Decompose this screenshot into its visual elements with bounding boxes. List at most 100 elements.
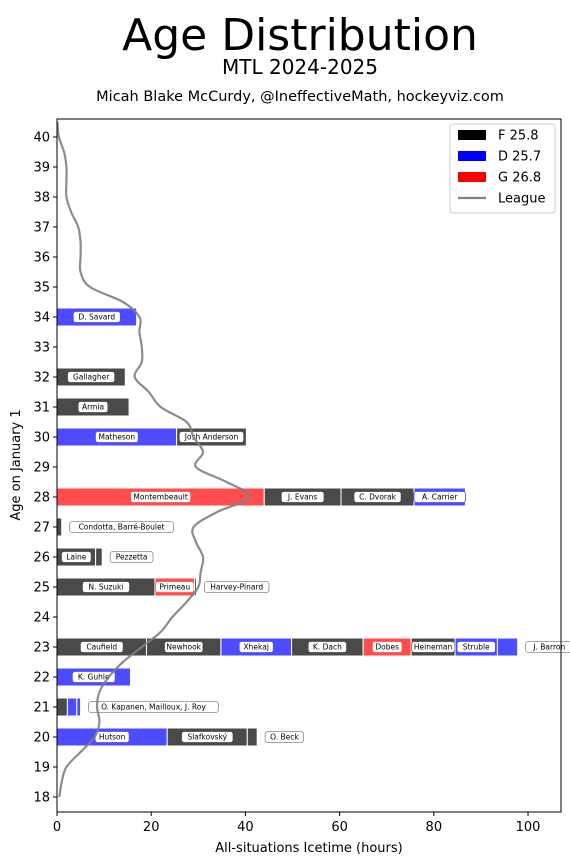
label-box-harvey-pinard xyxy=(204,581,270,593)
label-dobes: Dobes xyxy=(371,641,403,653)
label-pezzetta: Pezzetta xyxy=(109,551,154,563)
label-o-beck: O. Beck xyxy=(264,731,305,743)
legend-label-f-25-8: F 25.8 xyxy=(498,129,539,144)
label-text-hutson: Hutson xyxy=(99,733,126,742)
bar-j-barron xyxy=(496,637,519,657)
label-text-caufield: Caufield xyxy=(86,643,117,652)
x-tick-label-80: 80 xyxy=(426,820,443,835)
label-box-condotta-barre-boulet xyxy=(69,521,174,533)
label-d-savard: D. Savard xyxy=(72,311,121,323)
label-box-laine xyxy=(61,551,92,563)
label-text-pezzetta: Pezzetta xyxy=(116,553,148,562)
bars-layer: D. Savard Gallagher Armia Matheson Josh Ande… xyxy=(56,307,570,747)
label-box-c-dvorak xyxy=(353,491,402,503)
x-axis-label: All-situations Icetime (hours) xyxy=(215,841,402,856)
label-box-k-dach xyxy=(307,641,347,653)
label-heineman: Heineman xyxy=(411,641,455,653)
plot-frame xyxy=(56,118,562,813)
label-j-barron: J. Barron xyxy=(525,641,570,653)
legend-label-g-26-8: G 26.8 xyxy=(498,171,541,186)
label-text-d-savard: D. Savard xyxy=(78,313,115,322)
x-tick-label-0: 0 xyxy=(53,820,61,835)
label-box-o-beck xyxy=(264,731,305,743)
label-k-dach: K. Dach xyxy=(307,641,347,653)
y-tick-label-39: 39 xyxy=(33,161,50,176)
bar-condotta-barre-boulet xyxy=(56,517,63,537)
label-text-primeau: Primeau xyxy=(159,583,190,592)
bar-o-kapanen-mailloux-j-roy-seg-0 xyxy=(56,697,68,717)
label-caufield: Caufield xyxy=(79,641,124,653)
label-slafkovsky: Slafkovský xyxy=(181,731,234,743)
label-text-struble: Struble xyxy=(463,643,490,652)
bar-o-kapanen-mailloux-j-roy-seg-2 xyxy=(76,697,82,717)
y-tick-label-18: 18 xyxy=(33,791,50,806)
label-box-j-evans xyxy=(280,491,325,503)
label-laine: Laine xyxy=(61,551,92,563)
label-harvey-pinard: Harvey-Pinard xyxy=(204,581,270,593)
label-text-xhekaj: Xhekaj xyxy=(244,643,269,652)
label-n-suzuki: N. Suzuki xyxy=(82,581,130,593)
label-text-heineman: Heineman xyxy=(414,643,453,652)
label-box-a-carrier xyxy=(413,491,466,503)
y-axis-label: Age on January 1 xyxy=(9,409,24,520)
label-box-matheson xyxy=(95,431,139,443)
label-o-kapanen-mailloux-j-roy: O. Kapanen, Mailloux, J. Roy xyxy=(88,701,219,713)
label-box-primeau xyxy=(155,581,195,593)
y-tick-label-27: 27 xyxy=(33,521,50,536)
label-text-c-dvorak: C. Dvorak xyxy=(359,493,396,502)
label-text-harvey-pinard: Harvey-Pinard xyxy=(210,583,263,592)
y-tick-label-28: 28 xyxy=(33,491,50,506)
legend-swatch-f-25-8 xyxy=(458,130,486,140)
x-tick-label-100: 100 xyxy=(516,820,541,835)
legend-label-league: League xyxy=(498,192,545,207)
legend-swatch-d-25-7 xyxy=(458,151,486,161)
label-box-slafkovsky xyxy=(181,731,234,743)
label-box-montembeault xyxy=(130,491,192,503)
legend-frame xyxy=(449,123,556,214)
label-text-a-carrier: A. Carrier xyxy=(422,493,458,502)
label-box-d-savard xyxy=(72,311,121,323)
label-text-dobes: Dobes xyxy=(375,643,399,652)
label-text-josh-anderson: Josh Anderson xyxy=(184,433,239,442)
label-text-o-kapanen-mailloux-j-roy: O. Kapanen, Mailloux, J. Roy xyxy=(101,703,206,712)
chart-credit: Micah Blake McCurdy, @IneffectiveMath, h… xyxy=(96,89,504,105)
label-text-j-barron: J. Barron xyxy=(532,643,565,652)
y-tick-label-38: 38 xyxy=(33,191,50,206)
label-j-evans: J. Evans xyxy=(280,491,325,503)
y-tick-label-30: 30 xyxy=(33,431,50,446)
legend: F 25.8 D 25.7 G 26.8 League xyxy=(449,123,556,214)
label-condotta-barre-boulet: Condotta, Barré-Boulet xyxy=(69,521,174,533)
label-text-matheson: Matheson xyxy=(99,433,136,442)
label-box-struble xyxy=(456,641,496,653)
label-text-condotta-barre-boulet: Condotta, Barré-Boulet xyxy=(79,523,165,532)
label-text-laine: Laine xyxy=(66,553,87,562)
label-newhook: Newhook xyxy=(164,641,204,653)
y-tick-label-25: 25 xyxy=(33,581,50,596)
label-box-o-kapanen-mailloux-j-roy xyxy=(88,701,219,713)
label-box-gallagher xyxy=(67,371,116,383)
label-box-caufield xyxy=(79,641,124,653)
y-tick-label-34: 34 xyxy=(33,311,50,326)
y-tick-label-19: 19 xyxy=(33,761,50,776)
label-montembeault: Montembeault xyxy=(130,491,192,503)
label-box-n-suzuki xyxy=(82,581,130,593)
label-text-k-dach: K. Dach xyxy=(313,643,342,652)
label-armia: Armia xyxy=(77,401,109,413)
y-tick-label-26: 26 xyxy=(33,551,50,566)
label-text-k-guhle: K. Guhle xyxy=(78,673,110,682)
label-a-carrier: A. Carrier xyxy=(413,491,466,503)
label-matheson: Matheson xyxy=(95,431,139,443)
x-tick-label-60: 60 xyxy=(331,820,348,835)
label-hutson: Hutson xyxy=(94,731,130,743)
y-tick-label-33: 33 xyxy=(33,341,50,356)
label-box-armia xyxy=(77,401,109,413)
y-tick-label-20: 20 xyxy=(33,731,50,746)
label-text-o-beck: O. Beck xyxy=(270,733,299,742)
y-tick-label-36: 36 xyxy=(33,251,50,266)
label-box-dobes xyxy=(371,641,403,653)
y-tick-label-23: 23 xyxy=(33,641,50,656)
y-tick-label-29: 29 xyxy=(33,461,50,476)
legend-label-d-25-7: D 25.7 xyxy=(498,150,541,165)
label-text-armia: Armia xyxy=(82,403,104,412)
